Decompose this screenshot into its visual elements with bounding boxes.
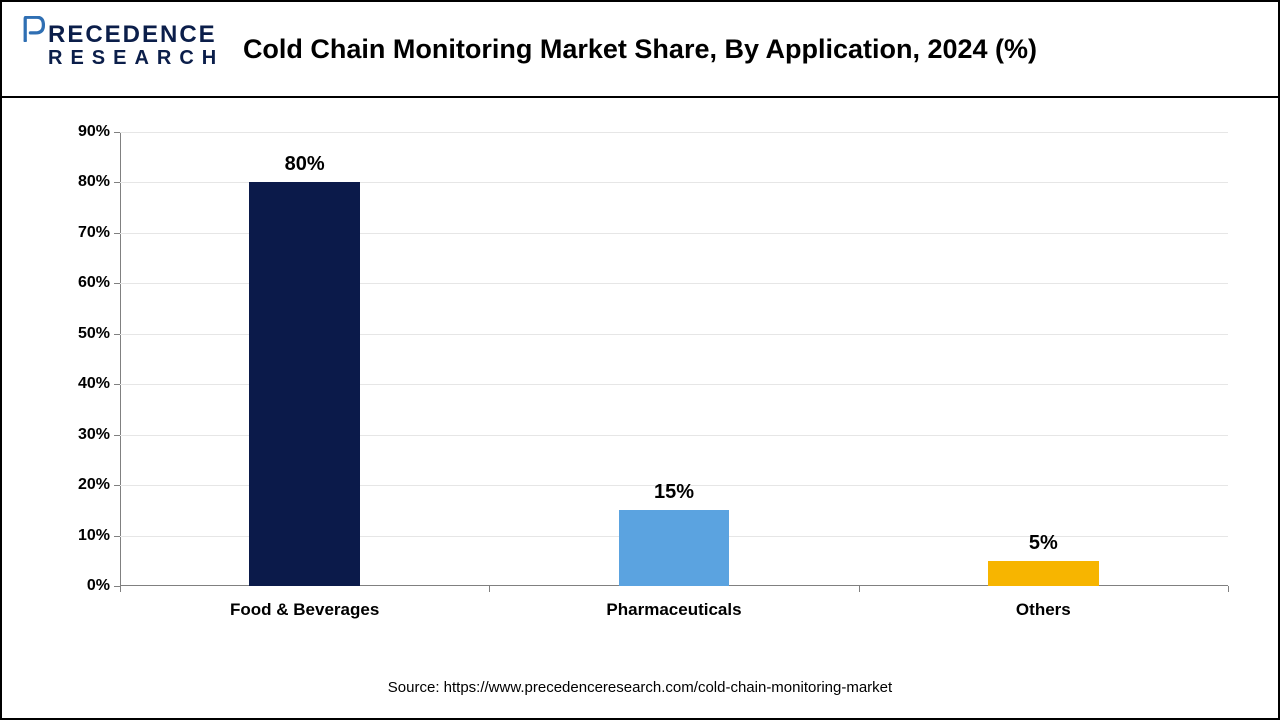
logo: RECEDENCE RESEARCH [20,16,224,70]
y-tick-label: 0% [87,577,120,595]
bar-value-label: 5% [988,532,1099,561]
grid-line [120,132,1228,133]
bar: 5% [988,561,1099,586]
y-tick-label: 50% [78,325,120,343]
y-tick-label: 80% [78,173,120,191]
logo-text-main: RECEDENCE [48,21,217,49]
y-axis-line [120,132,121,586]
y-tick-label: 10% [78,527,120,545]
logo-text-sub: RESEARCH [48,47,224,70]
source-text: Source: https://www.precedenceresearch.c… [2,679,1278,696]
bar: 80% [249,182,360,586]
bar: 15% [619,510,730,586]
bar-value-label: 80% [249,153,360,182]
x-tick-mark [489,586,490,592]
plot-area: 0%10%20%30%40%50%60%70%80%90%80%Food & B… [120,132,1228,586]
y-tick-label: 20% [78,476,120,494]
logo-p-icon [20,16,46,42]
chart-container: RECEDENCE RESEARCH Cold Chain Monitoring… [0,0,1280,720]
y-tick-label: 30% [78,426,120,444]
x-tick-mark [859,586,860,592]
y-tick-label: 90% [78,123,120,141]
header: RECEDENCE RESEARCH Cold Chain Monitoring… [2,2,1278,98]
bar-value-label: 15% [619,481,730,510]
y-tick-label: 70% [78,224,120,242]
x-tick-mark [120,586,121,592]
y-tick-label: 40% [78,375,120,393]
category-label: Others [1016,586,1071,620]
logo-top-row: RECEDENCE [20,16,217,49]
category-label: Food & Beverages [230,586,379,620]
category-label: Pharmaceuticals [606,586,741,620]
chart-area: 0%10%20%30%40%50%60%70%80%90%80%Food & B… [62,132,1238,628]
y-tick-label: 60% [78,274,120,292]
x-tick-mark [1228,586,1229,592]
